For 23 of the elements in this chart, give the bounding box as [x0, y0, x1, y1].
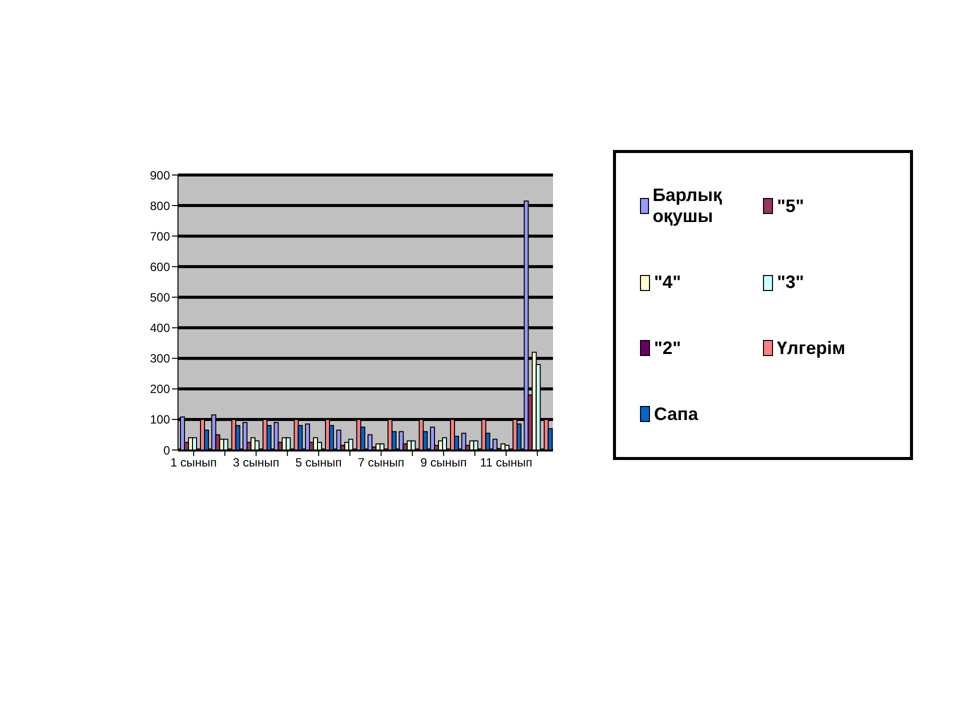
- y-tick-label: 600: [150, 260, 170, 274]
- legend-label: Барлық оқушы: [652, 185, 723, 228]
- legend-label: "5": [777, 196, 804, 217]
- y-tick-label: 200: [150, 382, 170, 396]
- y-tick-label: 0: [163, 443, 170, 458]
- y-tick-label: 900: [150, 168, 170, 182]
- legend-label: Үлгерім: [777, 338, 846, 359]
- y-tick-label: 400: [150, 321, 170, 336]
- y-tick-label: 700: [150, 229, 170, 244]
- x-tick-label: 3 сынып: [232, 456, 280, 470]
- legend-label: "4": [654, 272, 682, 294]
- y-tick-label: 500: [150, 290, 170, 304]
- x-tick-label: 5 сынып: [295, 456, 342, 470]
- x-tick-label: 1 сынып: [170, 456, 217, 470]
- legend-label: "3": [777, 272, 804, 294]
- legend-label: Сапа: [654, 404, 698, 425]
- x-tick-label: 11 сынып: [480, 456, 532, 470]
- x-tick-label: 9 сынып: [420, 456, 467, 470]
- legend-label: "2": [654, 338, 682, 359]
- y-tick-label: 800: [150, 198, 170, 213]
- x-tick-label: 7 сынып: [358, 456, 404, 470]
- y-tick-label: 100: [150, 412, 170, 427]
- y-tick-label: 300: [150, 352, 170, 366]
